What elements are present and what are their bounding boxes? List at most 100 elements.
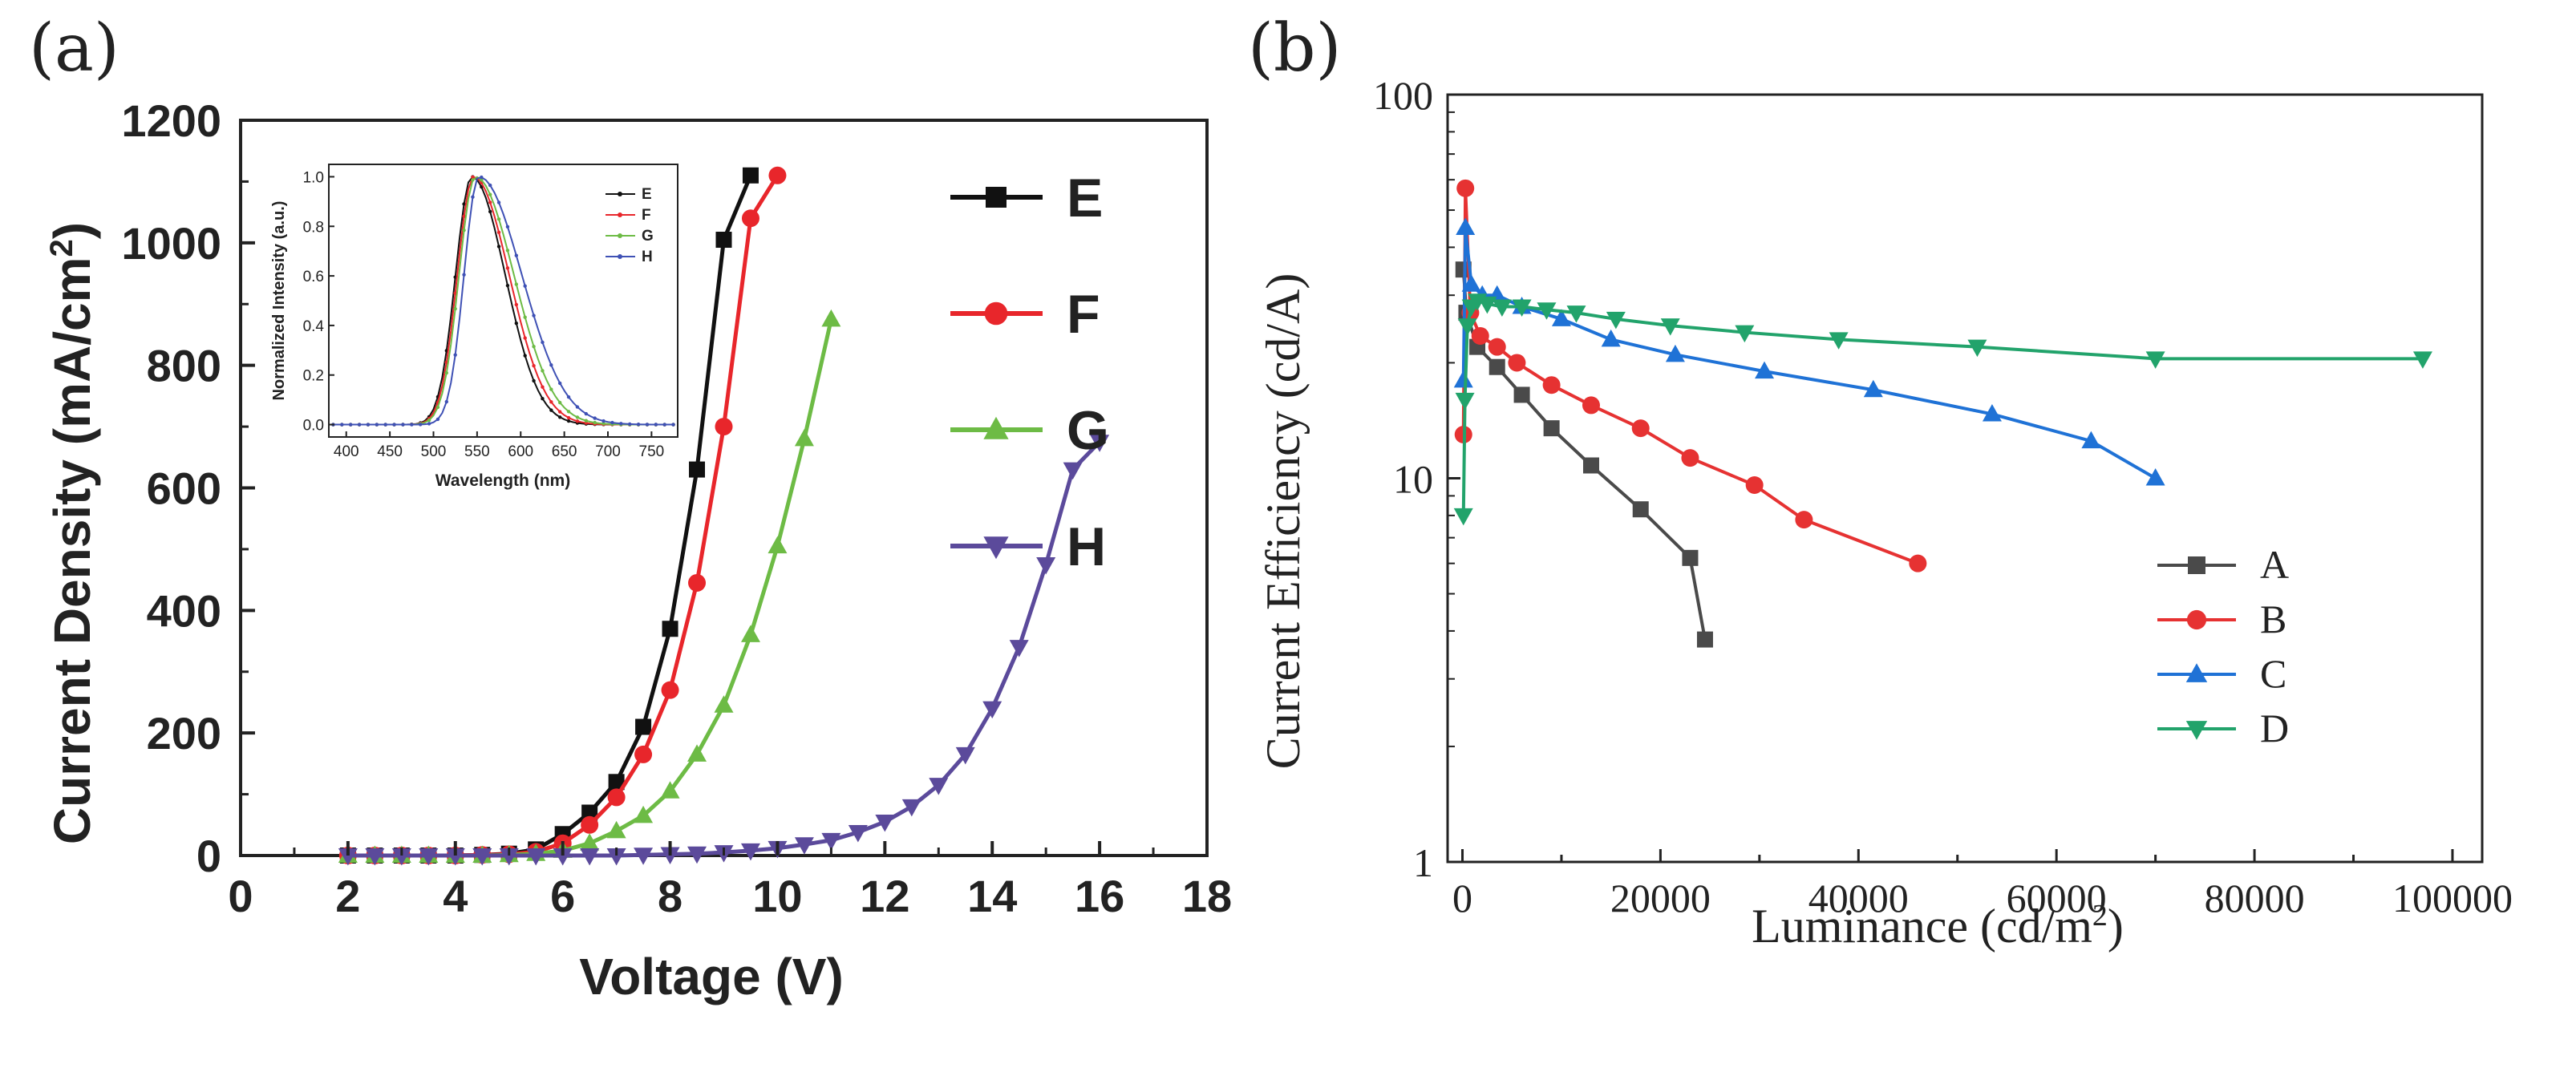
inset-point-H bbox=[488, 183, 492, 188]
b-data-point-B bbox=[1681, 449, 1699, 467]
inset-point-E bbox=[488, 209, 492, 214]
inset-point-G bbox=[488, 192, 492, 196]
inset-point-H bbox=[541, 340, 545, 345]
panel-b-ylabel: Current Efficiency (cd/A) bbox=[1257, 273, 1310, 770]
inset-legend-label-G: G bbox=[642, 228, 654, 245]
inset-point-H bbox=[505, 225, 510, 229]
data-point-G bbox=[580, 833, 600, 851]
inset-point-H bbox=[444, 399, 449, 404]
inset-point-E bbox=[496, 245, 501, 249]
legend-label-E: E bbox=[1067, 168, 1103, 229]
inset-legend-label-H: H bbox=[642, 249, 653, 265]
inset-point-H bbox=[627, 422, 632, 427]
inset-point-G bbox=[435, 405, 440, 410]
data-point-G bbox=[634, 805, 654, 823]
b-data-point-D bbox=[1457, 318, 1477, 336]
inset-point-H bbox=[375, 423, 379, 427]
data-point-F bbox=[768, 166, 787, 184]
inset-x-tick-label: 450 bbox=[377, 443, 403, 460]
data-point-G bbox=[794, 428, 814, 447]
b-legend-marker-A bbox=[2188, 556, 2205, 574]
b-data-point-C bbox=[1601, 329, 1621, 347]
data-point-H bbox=[634, 848, 654, 865]
data-point-E bbox=[581, 804, 598, 821]
b-data-point-A bbox=[1513, 386, 1530, 403]
panel-b-label: (b) bbox=[1248, 10, 1341, 87]
inset-point-G bbox=[505, 249, 510, 253]
b-data-point-B bbox=[1631, 419, 1650, 438]
inset-point-G bbox=[444, 370, 449, 375]
panel-b: (b) 0 20000 40000 60000 80000 100000 1 10 100 Lu… bbox=[1248, 10, 2513, 953]
inset-y-tick-label: 0.0 bbox=[303, 418, 324, 435]
inset-point-F bbox=[575, 419, 580, 423]
b-data-point-D bbox=[1735, 325, 1755, 343]
panel-b-frame bbox=[1446, 93, 2484, 864]
b-x-tick-label: 80000 bbox=[2205, 876, 2305, 920]
data-point-F bbox=[581, 815, 599, 834]
inset-point-H bbox=[418, 423, 423, 427]
inset-x-tick-label: 600 bbox=[508, 443, 533, 460]
inset-x-tick-label: 500 bbox=[421, 443, 447, 460]
inset-point-E bbox=[549, 408, 553, 412]
y-tick-label: 200 bbox=[147, 708, 221, 759]
inset-point-H bbox=[462, 273, 466, 277]
b-series-line-B bbox=[1461, 188, 1919, 565]
b-legend-label-C: C bbox=[2260, 651, 2286, 696]
inset-legend-marker-E bbox=[618, 192, 622, 196]
panel-a-inset: 400 450 500 550 600 650 700 750 0.0 0.2 0.4 0.6 0.8 1… bbox=[270, 164, 678, 490]
inset-point-G bbox=[462, 228, 466, 233]
inset-point-G bbox=[601, 422, 606, 426]
inset-point-G bbox=[549, 387, 553, 391]
b-data-point-B bbox=[1582, 396, 1600, 415]
inset-point-F bbox=[566, 415, 571, 420]
data-point-E bbox=[742, 167, 759, 184]
b-data-point-A bbox=[1488, 358, 1505, 375]
b-x-tick-label: 40000 bbox=[1808, 876, 1909, 920]
legend-marker-G bbox=[983, 416, 1009, 439]
inset-point-H bbox=[340, 423, 344, 427]
data-point-H bbox=[1063, 462, 1083, 480]
b-data-point-A bbox=[1543, 420, 1560, 437]
inset-point-H bbox=[601, 419, 606, 423]
legend-label-F: F bbox=[1067, 284, 1100, 345]
data-point-G bbox=[714, 695, 734, 713]
inset-x-tick-label: 650 bbox=[552, 443, 577, 460]
inset-point-H bbox=[392, 423, 396, 427]
b-data-point-D bbox=[1566, 305, 1586, 323]
b-data-point-D bbox=[1606, 311, 1626, 330]
b-legend-marker-D bbox=[2185, 721, 2208, 740]
b-legend-label-B: B bbox=[2260, 597, 2286, 641]
inset-point-G bbox=[496, 217, 501, 221]
b-data-point-C bbox=[1982, 403, 2002, 422]
inset-legend-marker-H bbox=[618, 254, 622, 259]
data-point-G bbox=[660, 781, 680, 799]
b-legend-label-A: A bbox=[2260, 542, 2289, 587]
b-legend-marker-B bbox=[2186, 609, 2207, 630]
inset-point-H bbox=[671, 423, 675, 427]
inset-point-G bbox=[541, 369, 545, 373]
b-data-point-C bbox=[1461, 274, 1481, 292]
inset-point-E bbox=[462, 202, 466, 206]
b-data-point-D bbox=[1455, 392, 1475, 411]
inset-point-H bbox=[383, 423, 387, 427]
b-data-point-B bbox=[1542, 376, 1561, 394]
data-point-H bbox=[526, 848, 546, 866]
inset-point-F bbox=[514, 302, 519, 307]
inset-point-F bbox=[532, 364, 536, 368]
data-point-H bbox=[445, 848, 465, 866]
b-x-tick-label: 0 bbox=[1452, 876, 1472, 920]
inset-point-H bbox=[654, 423, 658, 427]
inset-point-F bbox=[557, 410, 562, 414]
b-data-point-A bbox=[1682, 549, 1699, 566]
b-data-point-B bbox=[1508, 354, 1526, 372]
inset-point-G bbox=[557, 400, 562, 405]
b-data-point-A bbox=[1582, 457, 1599, 474]
inset-point-H bbox=[357, 423, 362, 427]
panel-a-xlabel: Voltage (V) bbox=[579, 948, 844, 1005]
legend-marker-E bbox=[986, 187, 1007, 208]
inset-point-F bbox=[488, 200, 492, 204]
b-x-tick-label: 20000 bbox=[1610, 876, 1711, 920]
inset-point-F bbox=[541, 385, 545, 389]
